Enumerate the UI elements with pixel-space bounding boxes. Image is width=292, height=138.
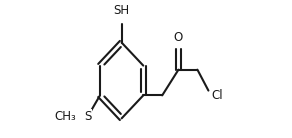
Text: SH: SH	[114, 4, 130, 17]
Text: Cl: Cl	[212, 89, 223, 102]
Text: CH₃: CH₃	[55, 110, 76, 123]
Text: S: S	[84, 110, 91, 123]
Text: O: O	[174, 31, 183, 44]
